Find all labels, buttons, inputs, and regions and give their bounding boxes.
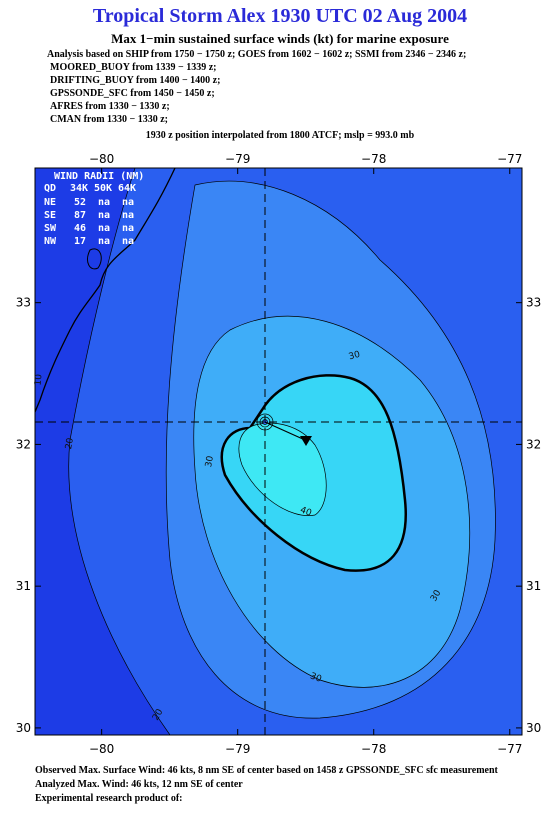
source-line: DRIFTING_BUOY from 1400 − 1400 z;	[50, 75, 220, 86]
footer-line: Analyzed Max. Wind: 46 kts, 12 nm SE of …	[35, 779, 243, 790]
lon-label: −80	[89, 152, 114, 166]
subtitle: Max 1−min sustained surface winds (kt) f…	[111, 31, 449, 46]
lon-label: −78	[361, 742, 386, 756]
radii-cell: na	[122, 210, 134, 221]
contour-label: 30	[348, 350, 362, 363]
lat-label: 32	[16, 437, 31, 451]
lat-label: 30	[16, 721, 31, 735]
lon-label: −79	[225, 152, 250, 166]
sources: Analysis based on SHIP from 1750 − 1750 …	[47, 49, 466, 125]
lon-label: −79	[225, 742, 250, 756]
footer-line: Observed Max. Surface Wind: 46 kts, 8 nm…	[35, 765, 499, 776]
radii-title: WIND RADII (NM)	[54, 171, 144, 182]
radii-cell: na	[98, 210, 110, 221]
contour-label: 40	[299, 505, 313, 518]
radii-cell: 17	[74, 236, 86, 247]
lon-label: −80	[89, 742, 114, 756]
contour-label: 10	[34, 373, 45, 386]
source-line: Analysis based on SHIP from 1750 − 1750 …	[47, 49, 466, 60]
radii-cell: SE	[44, 210, 56, 221]
source-line: CMAN from 1330 − 1330 z;	[50, 114, 168, 125]
radii-header: 64K	[118, 183, 136, 194]
footer: Observed Max. Surface Wind: 46 kts, 8 nm…	[35, 765, 499, 804]
radii-header: QD	[44, 183, 56, 194]
radii-cell: SW	[44, 223, 57, 234]
frame	[34, 167, 523, 736]
lat-label: 32	[526, 437, 541, 451]
radii-cell: 46	[74, 223, 86, 234]
lat-label: 31	[16, 579, 31, 593]
radii-cell: 52	[74, 197, 86, 208]
position-note: 1930 z position interpolated from 1800 A…	[146, 130, 415, 141]
radii-header: 50K	[94, 183, 112, 194]
lat-label: 31	[526, 579, 541, 593]
title: Tropical Storm Alex 1930 UTC 02 Aug 2004	[93, 5, 467, 27]
lon-label: −77	[497, 152, 522, 166]
radii-cell: na	[122, 197, 134, 208]
wind-field	[35, 168, 522, 735]
source-line: AFRES from 1330 − 1330 z;	[50, 101, 170, 112]
lat-label: 33	[16, 296, 31, 310]
lon-label: −77	[497, 742, 522, 756]
source-line: GPSSONDE_SFC from 1450 − 1450 z;	[50, 88, 215, 99]
lon-label: −78	[361, 152, 386, 166]
radii-cell: 87	[74, 210, 86, 221]
radii-cell: na	[98, 223, 110, 234]
contour-label: 20	[64, 437, 76, 450]
radii-cell: NW	[44, 236, 57, 247]
footer-line: Experimental research product of:	[35, 793, 182, 804]
contour-label: 30	[204, 455, 216, 468]
radii-cell: na	[122, 223, 134, 234]
radii-cell: NE	[44, 197, 56, 208]
radii-cell: na	[98, 197, 110, 208]
radii-header: 34K	[70, 183, 88, 194]
contour-label: 30	[309, 671, 323, 684]
lat-label: 33	[526, 296, 541, 310]
radii-cell: na	[98, 236, 110, 247]
radii-cell: na	[122, 236, 134, 247]
wind-radii: WIND RADII (NM)QD 34K 50K 64K NE 52 na na SE 87 na…	[44, 171, 144, 247]
lat-label: 30	[526, 721, 541, 735]
source-line: MOORED_BUOY from 1339 − 1339 z;	[50, 62, 217, 73]
